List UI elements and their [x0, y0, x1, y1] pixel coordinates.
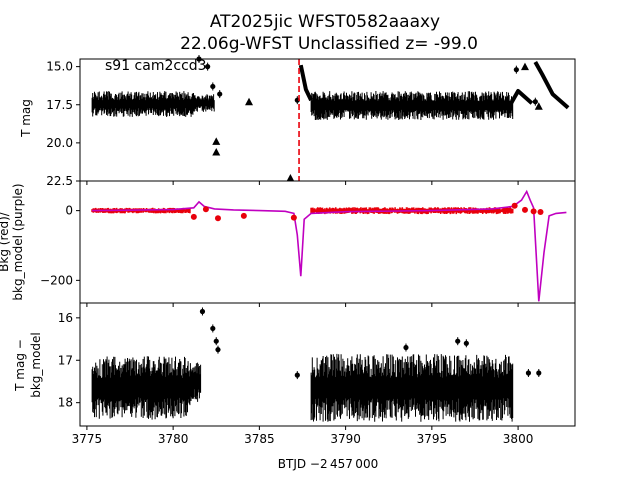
panel-frame	[79, 302, 576, 427]
top-panel: 15.0 17.5 20.0 22.5	[46, 55, 576, 188]
upper-limit-marker	[245, 97, 254, 106]
upper-limit-marker	[212, 137, 221, 145]
x-tick-label: 3775	[72, 432, 103, 446]
data-point	[215, 347, 221, 353]
y-tick-label: 22.5	[46, 174, 73, 188]
bottom-ylabel-line2: bkg_model	[29, 332, 43, 398]
data-point	[199, 308, 206, 315]
data-band-1	[193, 94, 215, 112]
upper-limit-marker	[520, 62, 529, 71]
y-tick-label: 16	[58, 311, 73, 325]
chart-title-line2: 22.06g-WFST Unclassified z= -99.0	[180, 34, 478, 54]
data-point	[455, 338, 461, 344]
y-tick-label: 17	[58, 353, 73, 367]
x-tick-label: 3795	[417, 432, 448, 446]
y-tick-label: 18	[58, 396, 73, 410]
bottom-ylabel-line1: T mag −	[13, 339, 27, 392]
y-tick-label: 20.0	[46, 136, 73, 150]
bkg-point	[511, 202, 518, 209]
x-tick-label: 3800	[503, 432, 534, 446]
middle-panel: 0 −200	[40, 180, 576, 307]
y-tick-label: 17.5	[46, 98, 73, 112]
bkg-point	[202, 206, 209, 213]
y-tick-label: 0	[65, 204, 73, 218]
feature-trace-2	[533, 61, 570, 110]
data-point	[294, 372, 300, 378]
data-band-0	[91, 91, 194, 117]
bkg-point	[190, 213, 197, 220]
x-tick-label: 3790	[330, 432, 361, 446]
data-point	[210, 325, 216, 332]
data-point	[205, 64, 211, 70]
panel-frame	[79, 180, 576, 304]
y-tick-label: −200	[40, 273, 73, 287]
x-tick-label: 3780	[158, 432, 189, 446]
bottom-panel: 16 17 18 3775 3780 3785 3790 3795 3800	[58, 302, 576, 446]
bkg-point	[214, 215, 221, 222]
top-ylabel: T mag	[19, 99, 33, 138]
data-point	[536, 370, 542, 376]
feature-trace-0	[298, 64, 313, 102]
data-point	[463, 340, 469, 346]
chart-title-line1: AT2025jic WFST0582aaaxy	[210, 12, 440, 32]
data-point	[403, 344, 409, 351]
data-point	[210, 83, 216, 90]
data-point	[525, 370, 532, 376]
bkg-point	[240, 212, 247, 219]
upper-limit-marker	[212, 148, 221, 156]
x-tick-label: 3785	[244, 432, 275, 446]
y-tick-label: 15.0	[46, 60, 73, 74]
bkg-point	[537, 209, 544, 216]
upper-limit-marker	[534, 102, 543, 110]
data-band-2	[310, 353, 514, 422]
data-point	[217, 91, 223, 97]
x-axis-label: BTJD −2 457 000	[278, 457, 378, 471]
data-band-0	[91, 356, 191, 420]
middle-ylabel-line1: Bkg (red)/	[0, 211, 11, 272]
bkg-point	[290, 214, 297, 221]
panel-frame	[79, 58, 576, 182]
top-annotation: s91 cam2ccd3	[105, 58, 207, 74]
data-point	[513, 67, 519, 73]
bkg-point	[521, 206, 528, 213]
bkg-point	[530, 208, 537, 215]
data-band-1	[189, 362, 202, 402]
upper-limit-marker	[286, 173, 295, 182]
data-band-2	[310, 91, 514, 120]
feature-trace-1	[509, 89, 534, 105]
data-point	[213, 338, 219, 344]
data-point	[532, 99, 538, 105]
middle-ylabel-line2: bkg_model (purple)	[11, 183, 25, 300]
